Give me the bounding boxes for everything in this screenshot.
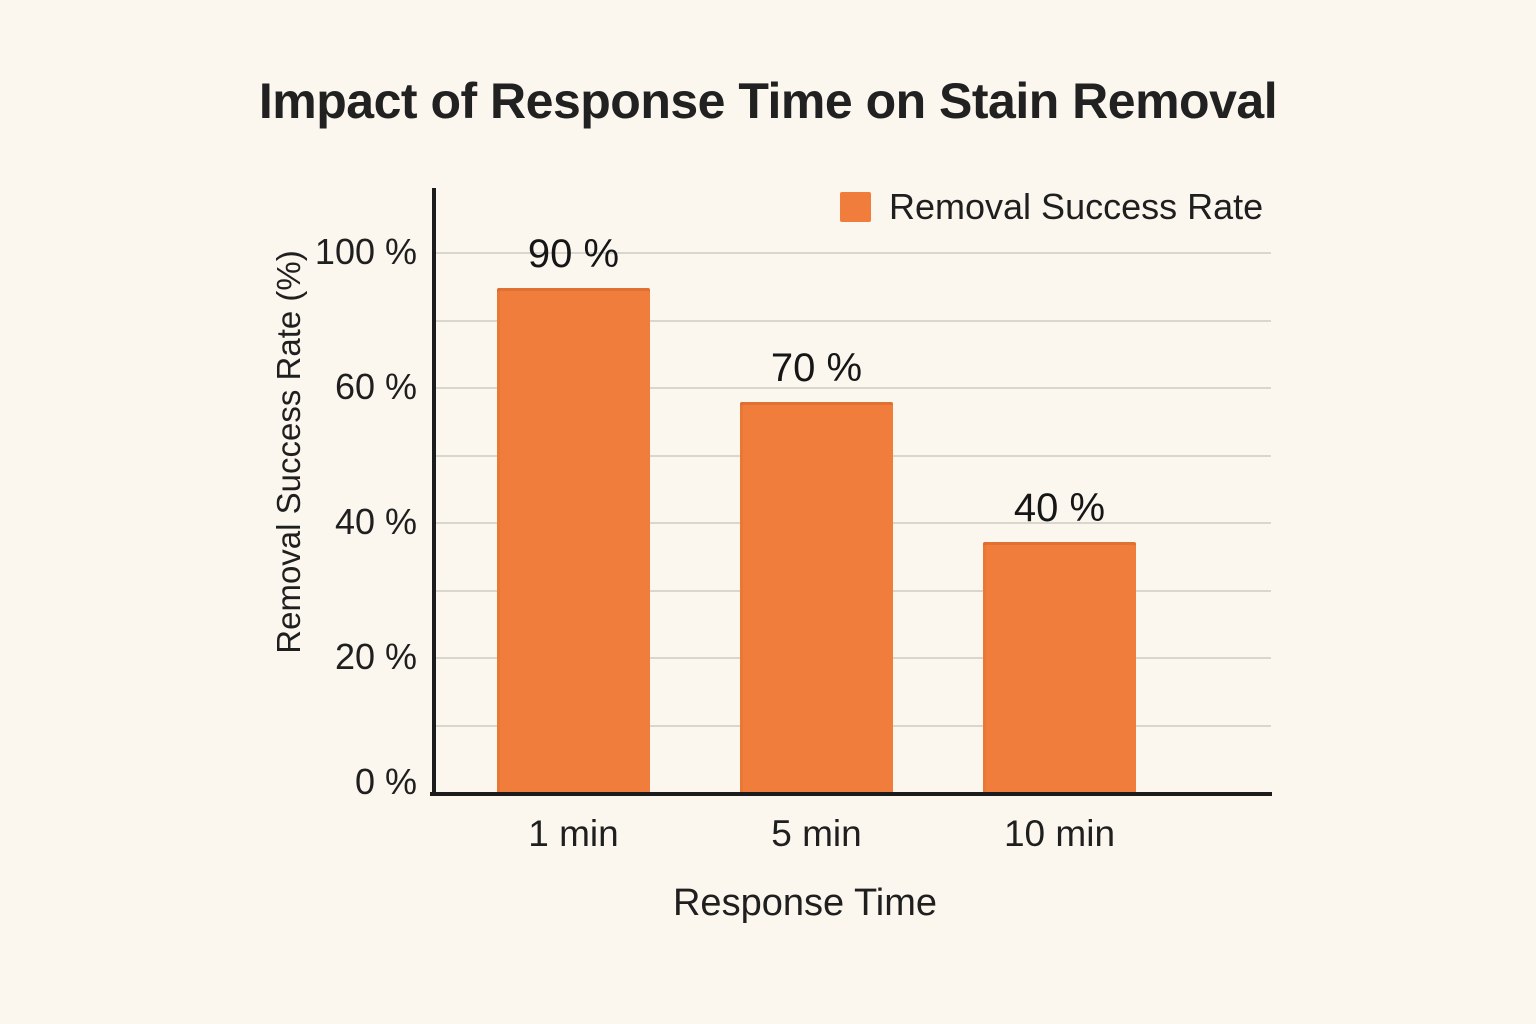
y-tick-label: 0 % [354, 761, 417, 802]
x-tick-label: 10 min [1003, 813, 1116, 854]
gridline [436, 387, 1271, 389]
legend-swatch-icon [840, 192, 871, 222]
y-tick-label: 20 % [334, 636, 417, 677]
bar-value-label: 40 % [1013, 486, 1106, 530]
x-axis-title: Response Time [672, 882, 938, 924]
x-tick-label: 1 min [528, 813, 619, 854]
gridline [436, 252, 1271, 254]
y-tick-label: 40 % [334, 501, 417, 542]
y-axis-spine [432, 188, 436, 796]
y-tick-label: 60 % [334, 366, 417, 407]
chart-title: Impact of Response Time on Stain Removal [258, 73, 1278, 129]
bar [497, 288, 650, 794]
bar [983, 542, 1136, 794]
x-axis-baseline [430, 792, 1272, 796]
gridline [436, 320, 1271, 322]
bar-value-label: 70 % [770, 346, 863, 390]
legend-label: Removal Success Rate [889, 186, 1264, 227]
x-tick-label: 5 min [771, 813, 862, 854]
legend: Removal Success Rate [840, 186, 1263, 228]
y-tick-label: 100 % [314, 231, 417, 272]
bar-value-label: 90 % [527, 232, 620, 276]
y-axis-title: Removal Success Rate (%) [270, 250, 307, 654]
bar [740, 402, 893, 794]
